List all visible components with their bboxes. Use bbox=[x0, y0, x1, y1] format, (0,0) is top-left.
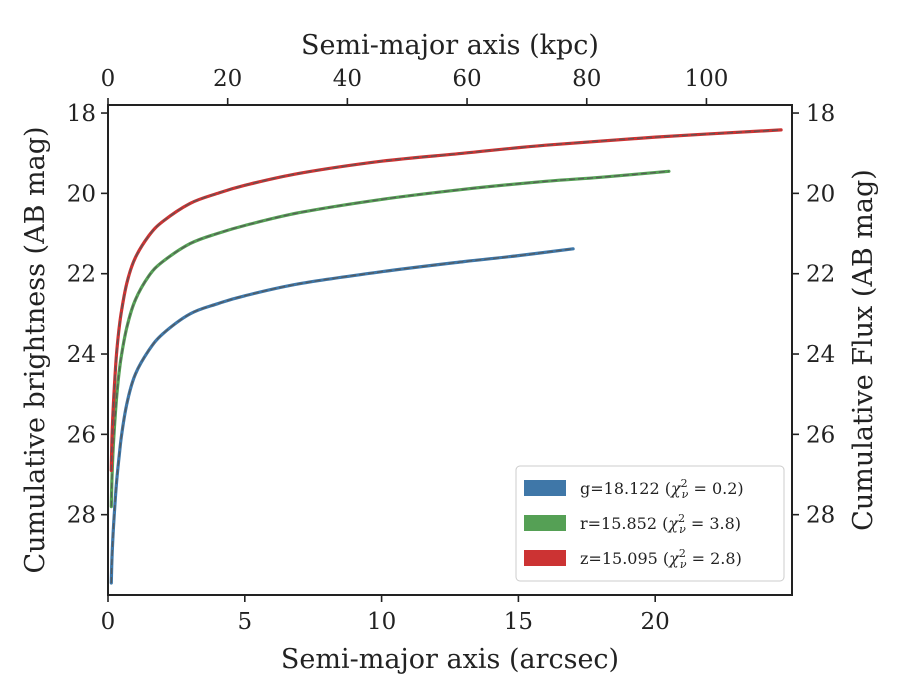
top-tick-label: 0 bbox=[101, 66, 116, 92]
y-axis-title: Cumulative brightness (AB mag) bbox=[20, 126, 51, 573]
right-tick-label: 26 bbox=[806, 422, 835, 448]
x-tick-label: 5 bbox=[237, 609, 252, 635]
y-tick-label: 20 bbox=[67, 181, 96, 207]
right-tick-label: 18 bbox=[806, 101, 835, 127]
right-tick-label: 20 bbox=[806, 181, 835, 207]
top-tick-label: 80 bbox=[572, 66, 601, 92]
y-tick-label: 24 bbox=[67, 342, 96, 368]
ticks-layer: 0 5 10 15 20 0 20 40 60 80 100 18 18 20 20 22 22 24 24 26 26… bbox=[67, 66, 836, 635]
x-tick-label: 10 bbox=[367, 609, 396, 635]
axes-frame bbox=[107, 104, 793, 596]
legend-swatch bbox=[524, 515, 566, 531]
series-layer bbox=[109, 128, 783, 585]
right-tick-label: 22 bbox=[806, 262, 835, 288]
series-model-z bbox=[110, 129, 782, 471]
right-tick-label: 24 bbox=[806, 342, 835, 368]
legend-frame bbox=[515, 465, 785, 582]
top-tick-label: 60 bbox=[452, 66, 481, 92]
right-axis-title: Cumulative Flux (AB mag) bbox=[848, 169, 879, 531]
top-tick-label: 100 bbox=[684, 66, 728, 92]
top-axis-title: Semi-major axis (kpc) bbox=[301, 30, 599, 61]
legend-label: r=15.852 (χ2 ν = 3.8) bbox=[580, 512, 741, 536]
legend-swatch bbox=[524, 550, 566, 566]
y-tick-label: 28 bbox=[67, 503, 96, 529]
x-tick-label: 0 bbox=[101, 609, 116, 635]
x-tick-label: 15 bbox=[504, 609, 533, 635]
legend-label: g=18.122 (χ2 ν = 0.2) bbox=[580, 477, 744, 501]
x-tick-label: 20 bbox=[641, 609, 670, 635]
y-tick-label: 18 bbox=[67, 101, 96, 127]
series-model-g bbox=[110, 248, 574, 584]
legend-label: z=15.095 (χ2 ν = 2.8) bbox=[580, 547, 742, 571]
series-model-r bbox=[110, 170, 669, 507]
plot-frame bbox=[107, 104, 793, 596]
top-tick-label: 20 bbox=[213, 66, 242, 92]
legend-swatch bbox=[524, 480, 566, 496]
legend: g=18.122 (χ2 ν = 0.2) r=15.852 (χ2 ν = 3.8)… bbox=[515, 465, 785, 582]
top-tick-label: 40 bbox=[333, 66, 362, 92]
x-axis-title: Semi-major axis (arcsec) bbox=[281, 644, 619, 675]
right-tick-label: 28 bbox=[806, 503, 835, 529]
y-tick-label: 22 bbox=[67, 262, 96, 288]
y-tick-label: 26 bbox=[67, 422, 96, 448]
